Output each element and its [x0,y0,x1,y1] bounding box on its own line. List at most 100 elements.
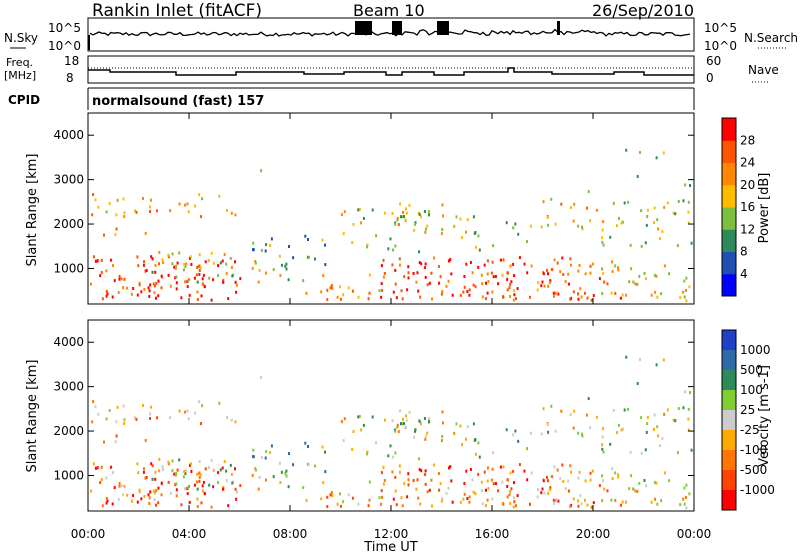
data-cell [138,490,141,494]
data-cell [154,284,156,288]
data-cell [636,282,639,286]
data-cell [640,244,643,248]
data-cell [569,206,572,209]
data-cell [490,271,493,275]
data-cell [424,482,427,486]
data-cell [547,223,550,227]
data-cell [540,491,543,495]
data-cell [507,478,509,482]
data-cell [118,277,121,281]
data-cell [221,259,224,263]
data-cell [284,264,287,268]
data-cell [143,494,146,498]
data-cell [357,415,360,419]
data-cell [272,268,275,272]
data-cell [428,488,431,492]
data-cell [572,497,575,501]
data-cell [451,500,454,504]
data-cell [265,478,267,482]
data-cell [158,469,160,473]
data-cell [477,265,480,269]
data-cell [394,222,397,226]
data-cell [391,419,394,422]
data-cell [383,418,386,422]
data-cell [105,476,108,480]
data-cell [481,295,484,299]
data-cell [529,295,531,299]
data-cell [115,434,118,438]
data-cell [601,267,604,271]
data-cell [143,260,145,264]
data-cell [672,211,675,215]
data-cell [269,451,272,455]
data-cell [143,467,145,471]
data-cell [471,478,474,482]
data-cell [492,451,495,455]
data-cell [201,484,204,488]
data-cell [638,481,641,485]
data-cell [400,496,403,500]
data-cell [603,280,606,284]
data-cell [551,268,554,272]
data-cell [418,419,421,423]
data-cell [486,479,489,483]
data-cell [417,289,420,293]
data-cell [265,271,267,275]
data-cell [553,294,555,298]
nave-tick-bottom: 0 [706,71,714,85]
data-cell [687,428,690,432]
data-cell [258,268,261,272]
data-cell [433,463,436,467]
data-cell [618,216,620,220]
data-cell [403,275,406,279]
data-cell [212,278,215,282]
velocity-colorbar-swatch [722,350,736,371]
data-cell [117,291,120,294]
data-cell [149,210,151,213]
data-cell [414,428,417,432]
data-cell [430,478,433,482]
data-cell [585,413,588,417]
data-cell [222,278,225,282]
data-cell [683,279,686,283]
data-cell [554,429,557,433]
data-cell [509,471,512,475]
data-cell [167,480,170,484]
data-cell [149,412,151,416]
data-cell [252,248,254,252]
data-cell [235,290,238,294]
data-cell [105,269,108,273]
data-cell [645,223,648,227]
data-cell [581,432,583,436]
data-cell [279,481,282,484]
data-cell [590,298,593,302]
data-cell [279,274,282,277]
data-cell [199,266,202,270]
data-cell [677,407,680,410]
data-cell [342,293,345,297]
data-cell [416,271,419,275]
data-cell [184,265,187,269]
data-cell [684,390,687,394]
data-cell [150,198,152,202]
data-cell [547,479,549,483]
data-cell [196,265,199,269]
data-cell [401,422,404,426]
data-cell [375,234,378,238]
data-cell [666,408,669,412]
data-cell [537,281,540,285]
data-cell [111,295,114,299]
data-cell [234,260,236,264]
data-cell [475,245,477,249]
data-cell [400,422,402,426]
data-cell [175,264,178,268]
data-cell [380,489,383,493]
data-cell [468,288,471,292]
data-cell [326,505,329,509]
data-cell [492,275,495,279]
data-cell [572,290,575,294]
data-cell [158,457,161,461]
data-cell [606,282,609,286]
data-cell [461,236,464,240]
data-cell [105,294,108,298]
